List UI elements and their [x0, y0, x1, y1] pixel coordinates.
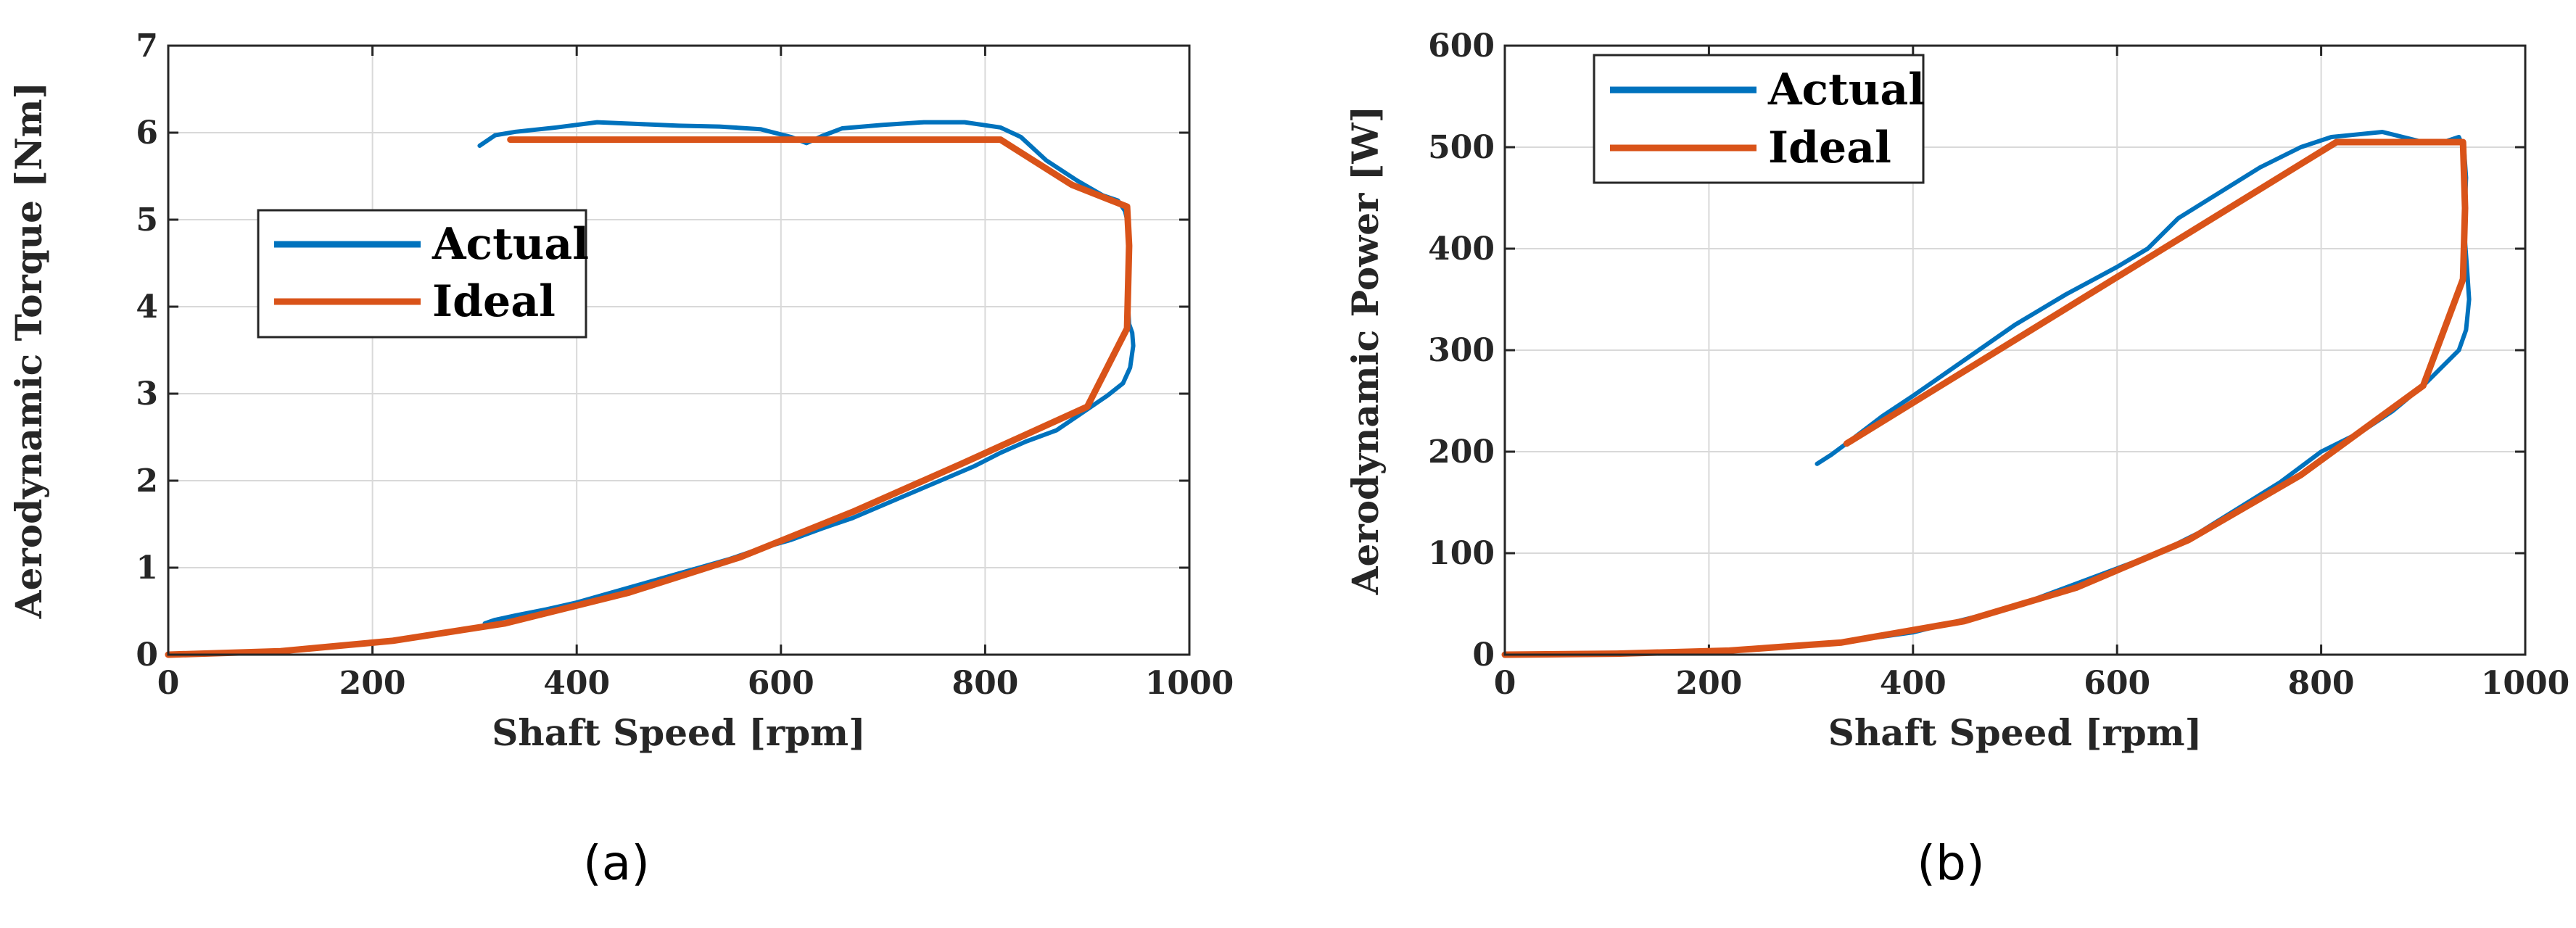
y-tick-label: 100 — [1428, 535, 1495, 572]
plot-frame-b — [1503, 44, 2527, 656]
legend-label-ideal-b: Ideal — [1768, 123, 1891, 173]
tick-labels-a: 0 200 400 600 800 1000 0 1 2 3 4 5 6 7 — [136, 28, 1234, 702]
y-tick-label: 7 — [136, 28, 158, 65]
caption-a: (a) — [583, 835, 650, 891]
chart-b: 0 200 400 600 800 1000 0 100 200 300 400 500 600 Sha… — [1344, 28, 2569, 891]
x-tick-label: 600 — [2084, 665, 2150, 702]
series-lines-b — [1501, 130, 2472, 658]
x-tick-label: 1000 — [1145, 665, 1234, 702]
y-tick-label: 5 — [136, 202, 158, 239]
y-tick-label: 3 — [136, 376, 158, 413]
legend-box-b — [1593, 54, 1925, 184]
x-tick-label: 200 — [339, 665, 406, 702]
y-tick-label: 0 — [136, 637, 158, 674]
x-tick-label: 800 — [951, 665, 1018, 702]
x-axis-label-b: Shaft Speed [rpm] — [1828, 711, 2202, 754]
y-tick-label: 4 — [136, 289, 158, 326]
plot-frame-a — [167, 44, 1191, 656]
legend-label-actual-a: Actual — [432, 219, 589, 270]
y-axis-label-b: Aerodynamic Power [W] — [1344, 106, 1387, 596]
series-lines-a — [165, 120, 1136, 658]
legend-a: Actual Ideal — [257, 209, 589, 339]
x-tick-label: 600 — [748, 665, 814, 702]
x-tick-label: 1000 — [2481, 665, 2569, 702]
y-axis-label-a: Aerodynamic Torque [Nm] — [7, 82, 50, 619]
legend-label-ideal-a: Ideal — [432, 276, 556, 327]
tick-labels-b: 0 200 400 600 800 1000 0 100 200 300 400 500 600 — [1428, 28, 2569, 702]
x-tick-label: 800 — [2288, 665, 2355, 702]
y-tick-label: 500 — [1428, 129, 1495, 166]
series-line-actual — [1815, 130, 2472, 647]
y-tick-label: 200 — [1428, 434, 1495, 471]
legend-box-a — [257, 209, 587, 339]
y-tick-label: 300 — [1428, 332, 1495, 369]
x-tick-label: 200 — [1675, 665, 1742, 702]
legend-label-actual-b: Actual — [1767, 65, 1925, 115]
x-tick-label: 400 — [543, 665, 610, 702]
y-tick-label: 1 — [136, 550, 158, 587]
series-line-ideal — [165, 136, 1133, 658]
x-tick-label: 0 — [157, 665, 180, 702]
series-line-ideal — [1501, 138, 2469, 658]
y-tick-label: 2 — [136, 463, 158, 500]
caption-b: (b) — [1917, 835, 1984, 891]
y-tick-label: 400 — [1428, 231, 1495, 268]
y-tick-label: 6 — [136, 115, 158, 152]
y-tick-label: 600 — [1428, 28, 1495, 65]
x-axis-label-a: Shaft Speed [rpm] — [492, 711, 865, 754]
y-tick-label: 0 — [1472, 637, 1495, 674]
x-tick-label: 400 — [1880, 665, 1947, 702]
legend-b: Actual Ideal — [1593, 54, 1925, 184]
series-line-actual — [477, 120, 1136, 626]
x-tick-label: 0 — [1494, 665, 1516, 702]
chart-a: 0 200 400 600 800 1000 0 1 2 3 4 5 6 7 Shaft Speed [r… — [7, 28, 1234, 891]
